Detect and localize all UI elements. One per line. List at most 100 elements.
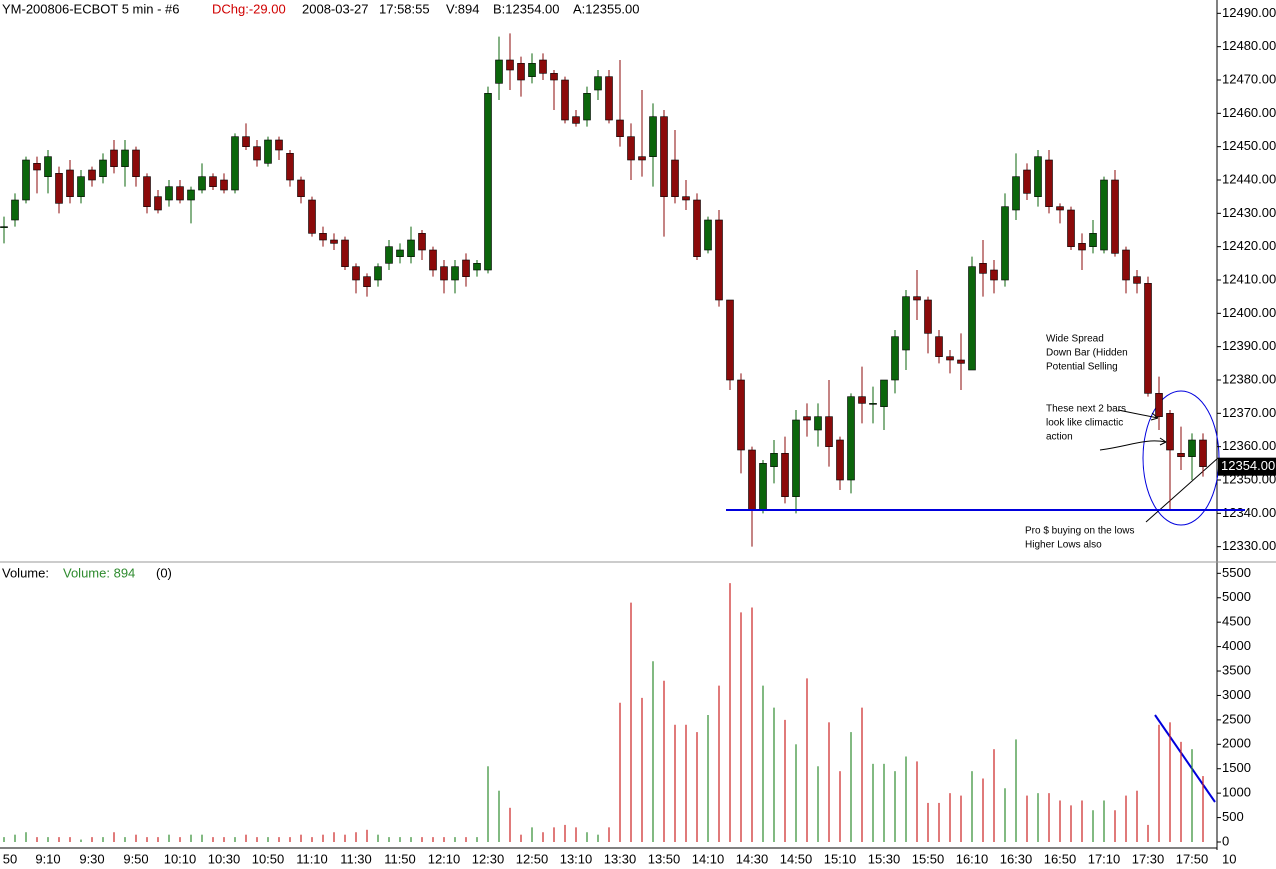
arrow-head [1159,437,1167,446]
candle-body [682,196,690,201]
y2-tick-label: 1500 [1222,760,1251,775]
candle-body [154,196,162,211]
candle-body [22,159,30,201]
x-tick-label: 14:50 [780,851,813,866]
candle-body [869,403,877,405]
candle-body [0,226,8,228]
x-tick-label: 14:10 [692,851,725,866]
candle-body [693,199,701,257]
y-tick-label: 12450.00 [1222,138,1276,153]
candle-body [1111,179,1119,254]
candle-body [363,276,371,287]
volume-info: V:894 [446,1,480,16]
annotation: Wide Spread [1046,334,1104,345]
y2-tick-label: 3000 [1222,687,1251,702]
candle-body [836,439,844,481]
candle-body [495,59,503,84]
candle-body [55,173,63,204]
candle-body [979,263,987,274]
ask: A:12355.00 [573,1,640,16]
candle-body [99,159,107,177]
x-tick-label: 10:30 [208,851,241,866]
candle-body [1133,276,1141,284]
y-tick-label: 12330.00 [1222,538,1276,553]
y2-tick-label: 2500 [1222,711,1251,726]
annotation: Potential Selling [1046,362,1118,373]
y-tick-label: 12470.00 [1222,71,1276,86]
x-tick-label: 9:50 [123,851,148,866]
candle-body [473,263,481,271]
candle-body [440,266,448,281]
volume-value: Volume: 894 [63,565,135,580]
candle-body [44,156,52,177]
candle-body [528,63,536,77]
y2-tick-label: 4000 [1222,638,1251,653]
candle-body [572,116,580,124]
annotation: Pro $ buying on the lows [1025,526,1135,537]
x-tick-label: 11:50 [384,851,416,866]
y-tick-label: 12400.00 [1222,305,1276,320]
x-tick-label: 10:50 [252,851,285,866]
candle-body [385,246,393,264]
annotation: Down Bar (Hidden [1046,348,1128,359]
candle-body [1023,169,1031,194]
x-tick-label: 13:50 [648,851,681,866]
x-tick-label: 11:10 [296,851,328,866]
candle-body [748,449,756,511]
volume-title: Volume: [2,565,49,580]
candle-body [605,76,613,121]
last-price-label: 12354.00 [1221,458,1275,473]
x-tick-label: 17:50 [1176,851,1209,866]
y-tick-label: 12480.00 [1222,38,1276,53]
date: 2008-03-27 [302,1,369,16]
candle-body [583,93,591,121]
candle-body [913,296,921,301]
bid: B:12354.00 [493,1,560,16]
candle-body [1045,159,1053,207]
candle-body [330,239,338,244]
y-tick-label: 12370.00 [1222,405,1276,420]
annotation: action [1046,432,1073,443]
candle-body [715,219,723,301]
corner-label: 10 [1222,851,1236,866]
arrow-head [1150,412,1159,421]
candle-body [264,139,272,164]
y-tick-label: 12390.00 [1222,338,1276,353]
last-price-box [1218,457,1276,476]
candle-body [946,356,954,361]
candle-body [759,463,767,511]
x-tick-label: 16:30 [1000,851,1033,866]
candle-body [1056,206,1064,211]
candle-body [462,259,470,277]
candle-body [308,199,316,234]
candle-body [275,139,283,151]
candle-body [121,149,129,167]
candle-body [825,416,833,447]
candle-body [451,266,459,281]
annotation: Higher Lows also [1025,540,1102,551]
candle-body [1034,156,1042,197]
candle-body [902,296,910,351]
y-tick-label: 12490.00 [1222,5,1276,20]
candle-body [165,186,173,201]
x-tick-label: 15:10 [824,851,857,866]
candle-body [1155,393,1163,417]
candle-body [209,176,217,187]
y-tick-label: 12460.00 [1222,105,1276,120]
candle-body [627,136,635,161]
y2-tick-label: 5000 [1222,589,1251,604]
candle-body [671,159,679,197]
candle-body [726,299,734,381]
x-tick-label: 10:10 [164,851,197,866]
time: 17:58:55 [379,1,430,16]
y-tick-label: 12410.00 [1222,271,1276,286]
candle-body [407,239,415,257]
candle-body [891,336,899,381]
candle-body [198,176,206,191]
candle-body [660,116,668,197]
y2-tick-label: 0 [1222,833,1229,848]
x-tick-label: 12:30 [472,851,505,866]
candle-body [396,249,404,257]
candle-body [561,79,569,121]
